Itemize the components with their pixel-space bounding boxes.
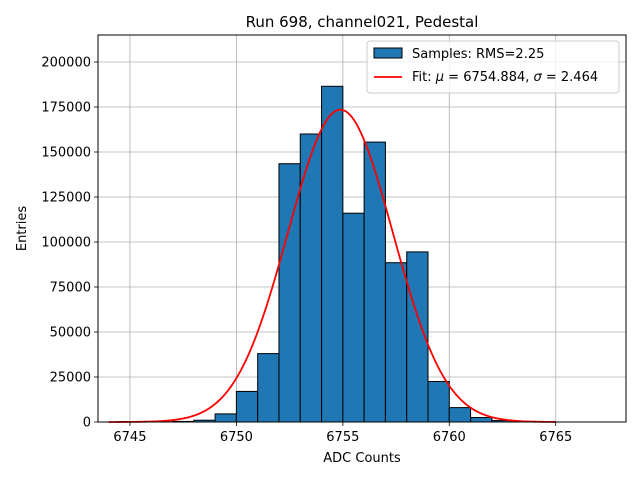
- x-tick-label: 6765: [539, 430, 572, 445]
- histogram-bar: [321, 85, 344, 423]
- y-tick-label: 0: [83, 416, 91, 431]
- legend-box: [366, 40, 620, 94]
- legend: Samples: RMS=2.25 Fit: μ = 6754.884, σ =…: [366, 40, 620, 94]
- histogram-bar: [257, 353, 280, 423]
- legend-swatch-samples: [373, 47, 403, 59]
- histogram-bar: [235, 390, 259, 423]
- y-tick-label: 50000: [50, 326, 91, 341]
- x-tick-label: 6750: [220, 430, 253, 445]
- legend-fit-middle: = 6754.884,: [444, 70, 533, 85]
- y-tick-label: 100000: [41, 236, 91, 251]
- legend-fit-prefix: Fit:: [412, 70, 436, 85]
- y-tick-label: 75000: [50, 281, 91, 296]
- legend-label-fit: Fit: μ = 6754.884, σ = 2.464: [412, 70, 598, 85]
- y-tick-label: 175000: [41, 101, 91, 116]
- x-tick-label: 6745: [113, 430, 146, 445]
- x-tick-label: 6760: [433, 430, 466, 445]
- y-tick-label: 150000: [41, 146, 91, 161]
- histogram-bar: [384, 262, 408, 423]
- histogram-bar: [470, 417, 493, 423]
- legend-fit-sigma-symbol: σ: [534, 70, 543, 85]
- histogram-bar: [448, 407, 472, 423]
- x-tick-label: 6755: [326, 430, 359, 445]
- legend-fit-mu-symbol: μ: [435, 70, 444, 85]
- histogram-bar: [342, 212, 365, 423]
- chart-title: Run 698, channel021, Pedestal: [246, 13, 479, 31]
- histogram-bars: [150, 85, 535, 423]
- histogram-bar: [214, 413, 237, 423]
- y-tick-label: 125000: [41, 191, 91, 206]
- y-tick-label: 25000: [50, 371, 91, 386]
- y-axis-title: Entries: [15, 206, 30, 252]
- histogram-bar: [363, 141, 386, 423]
- y-axis-ticks: 0 25000 50000 75000 100000 125000 150000 175000…: [41, 56, 98, 431]
- plot-frame: [97, 34, 627, 423]
- x-axis-ticks: 6745 6750 6755 6760 6765: [113, 422, 572, 445]
- legend-fit-suffix: = 2.464: [542, 70, 598, 85]
- legend-label-samples: Samples: RMS=2.25: [412, 47, 544, 62]
- fit-curve: [108, 108, 556, 423]
- y-tick-label: 200000: [41, 56, 91, 71]
- histogram-bar: [427, 381, 450, 423]
- x-axis-title: ADC Counts: [323, 451, 401, 466]
